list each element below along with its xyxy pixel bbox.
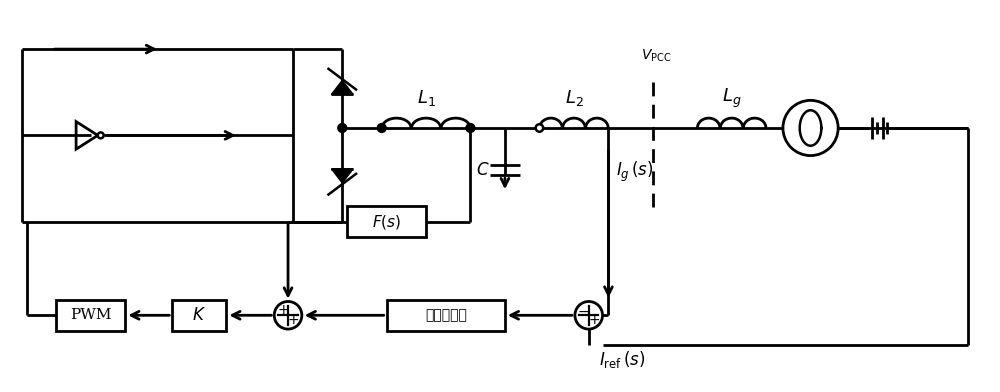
Circle shape — [377, 123, 386, 132]
Text: $+$: $+$ — [588, 313, 600, 327]
FancyBboxPatch shape — [172, 299, 226, 331]
Text: $F(s)$: $F(s)$ — [372, 212, 401, 230]
Text: $+$: $+$ — [287, 313, 299, 327]
Circle shape — [466, 123, 475, 132]
Text: $I_g\,(s)$: $I_g\,(s)$ — [616, 160, 654, 185]
Text: $+$: $+$ — [277, 303, 289, 318]
Circle shape — [575, 301, 603, 329]
Circle shape — [338, 123, 347, 132]
Text: $L_1$: $L_1$ — [417, 89, 436, 109]
FancyBboxPatch shape — [347, 206, 426, 238]
Text: $I_{\rm ref}\,(s)$: $I_{\rm ref}\,(s)$ — [599, 349, 645, 370]
Polygon shape — [331, 169, 353, 183]
Text: 电流调节器: 电流调节器 — [425, 308, 467, 322]
Circle shape — [783, 100, 838, 156]
Circle shape — [536, 124, 543, 132]
FancyBboxPatch shape — [56, 299, 125, 331]
Text: PWM: PWM — [70, 308, 112, 322]
Polygon shape — [331, 80, 353, 94]
Text: $L_g$: $L_g$ — [722, 87, 741, 110]
Text: $K$: $K$ — [192, 307, 206, 324]
Circle shape — [98, 132, 104, 138]
Text: $V_{\rm PCC}$: $V_{\rm PCC}$ — [641, 47, 671, 64]
Text: $-$: $-$ — [577, 303, 590, 318]
Text: $L_2$: $L_2$ — [565, 89, 583, 109]
Text: $C$: $C$ — [476, 162, 490, 179]
FancyBboxPatch shape — [387, 299, 505, 331]
Circle shape — [274, 301, 302, 329]
